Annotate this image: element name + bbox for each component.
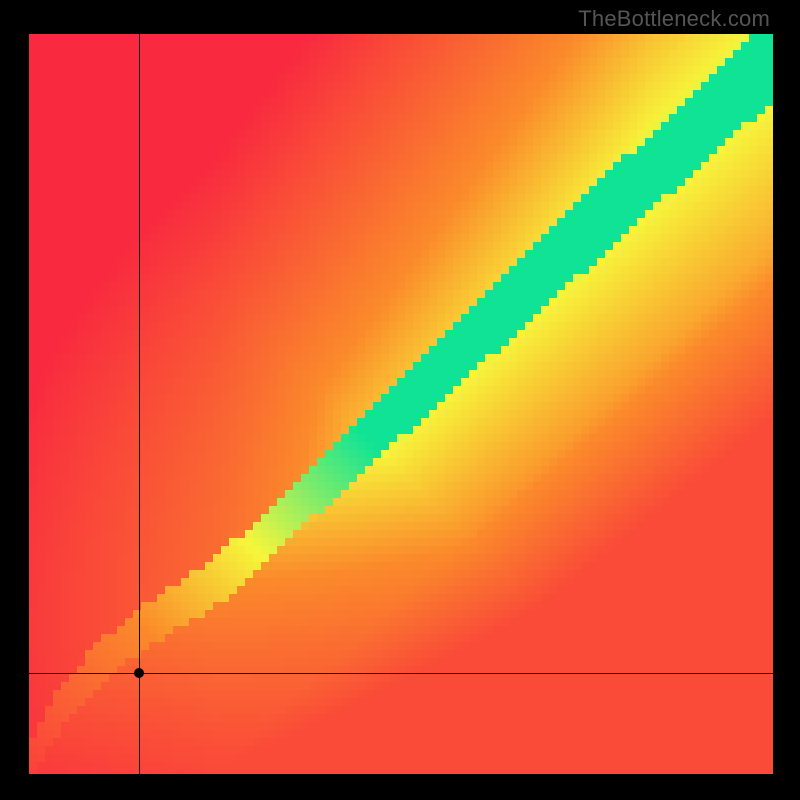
heatmap-canvas [29, 34, 773, 774]
crosshair-dot [134, 668, 144, 678]
plot-area [29, 34, 773, 774]
chart-container: TheBottleneck.com [0, 0, 800, 800]
watermark-text: TheBottleneck.com [578, 6, 770, 32]
crosshair-vertical [139, 34, 140, 774]
